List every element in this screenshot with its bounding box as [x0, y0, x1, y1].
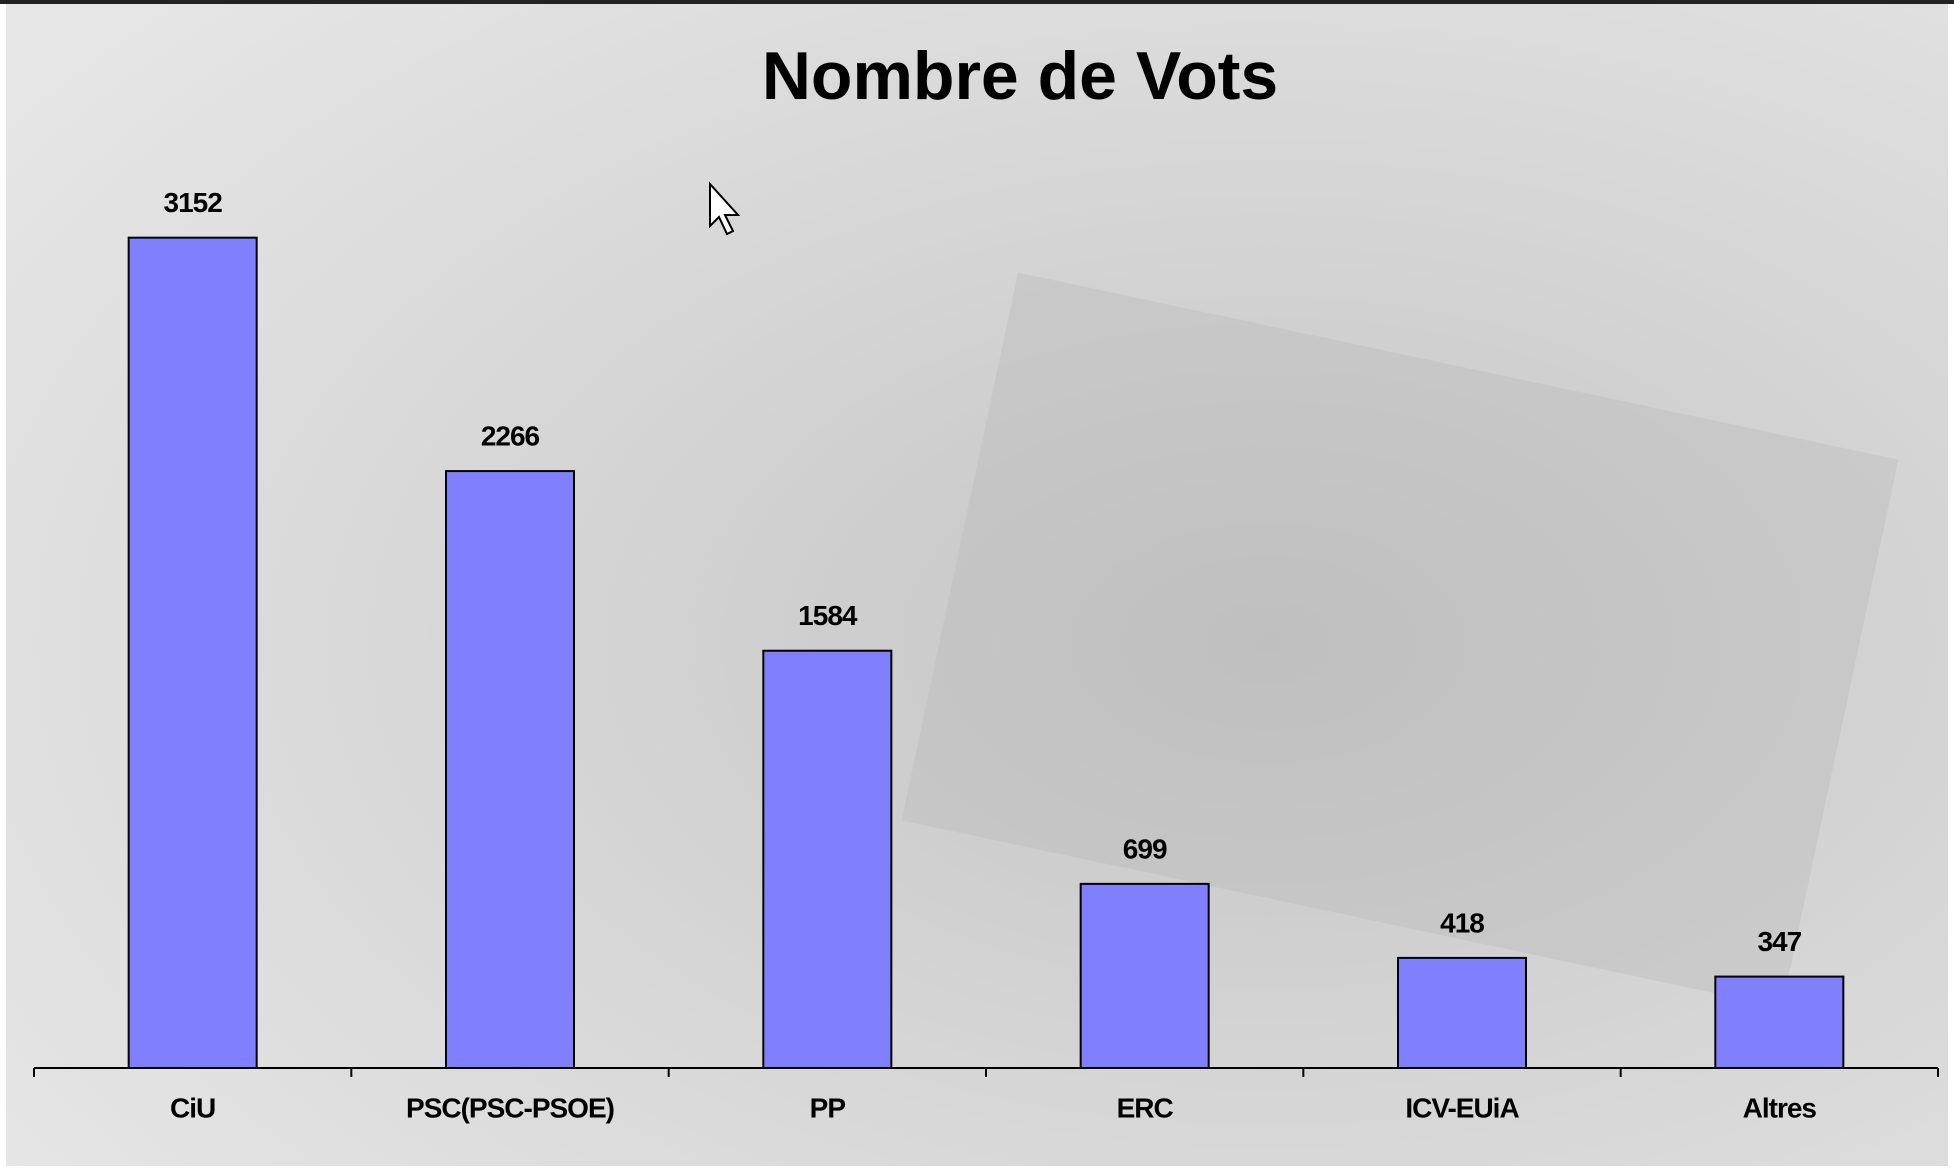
mouse-cursor [709, 181, 741, 236]
data-label: 1584 [798, 600, 858, 631]
data-label: 347 [1757, 926, 1801, 957]
x-tick-label: ERC [1117, 1092, 1174, 1123]
background-chip [901, 272, 1899, 1008]
chart-title: Nombre de Vots [762, 38, 1278, 114]
x-tick-label: PP [810, 1092, 846, 1123]
data-label: 3152 [164, 187, 223, 218]
x-tick-label: CiU [170, 1092, 215, 1123]
data-label: 418 [1440, 907, 1484, 938]
bar [1714, 975, 1845, 1069]
bar [1079, 882, 1210, 1069]
bar [445, 470, 575, 1069]
chart-background [6, 4, 1948, 1166]
bar [762, 649, 893, 1069]
x-tick-label: PSC(PSC-PSOE) [406, 1092, 614, 1123]
x-tick-label: ICV-EUiA [1405, 1092, 1519, 1123]
data-label: 699 [1123, 833, 1167, 864]
bar [1397, 956, 1527, 1069]
x-tick-label: Altres [1743, 1092, 1817, 1123]
data-label: 2266 [481, 420, 540, 451]
bar [127, 236, 258, 1069]
